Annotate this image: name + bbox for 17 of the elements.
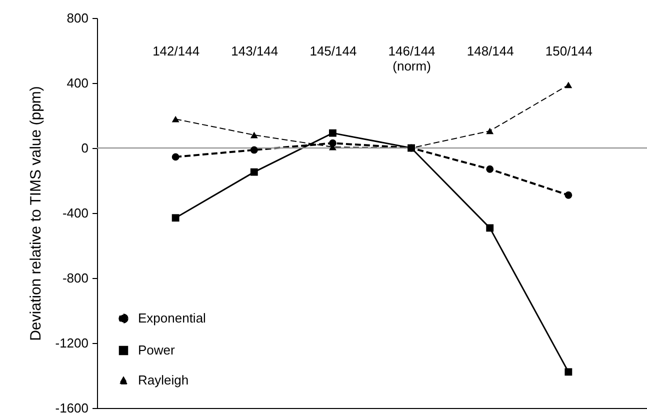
legend-label: Rayleigh xyxy=(138,372,189,388)
y-tick-label: 0 xyxy=(81,140,88,156)
y-tick-label: 400 xyxy=(66,76,88,90)
y-tick-label: 800 xyxy=(66,10,88,26)
legend-label: Exponential xyxy=(138,310,206,326)
y-axis-title: Deviation relative to TIMS value (ppm) xyxy=(27,86,44,341)
y-tick-label: -400 xyxy=(62,206,88,220)
x-tick-label: 145/144 xyxy=(310,44,357,58)
legend-label: Power xyxy=(138,342,176,358)
y-tick-label: -1200 xyxy=(55,336,88,350)
x-tick-label: 148/144 xyxy=(466,44,514,58)
x-tick-label: 143/144 xyxy=(231,44,278,58)
x-tick-label: 150/144 xyxy=(545,44,592,58)
y-tick-label: -800 xyxy=(62,270,88,286)
x-tick-label: 142/144 xyxy=(152,44,200,58)
x-tick-label: 146/144 (norm) xyxy=(388,44,436,74)
y-tick-label: -1600 xyxy=(55,400,88,416)
